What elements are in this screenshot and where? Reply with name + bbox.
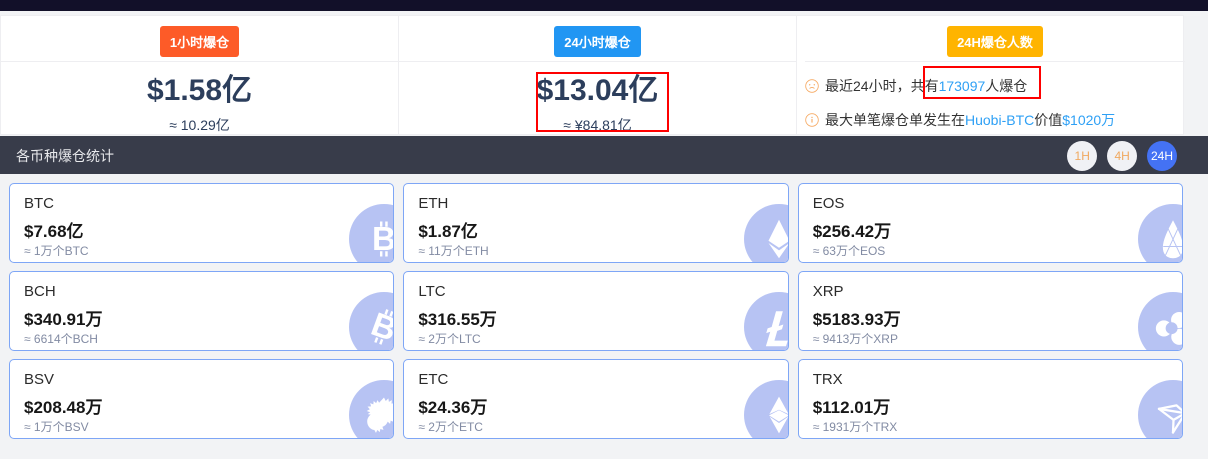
svg-text:B: B: [372, 221, 394, 258]
